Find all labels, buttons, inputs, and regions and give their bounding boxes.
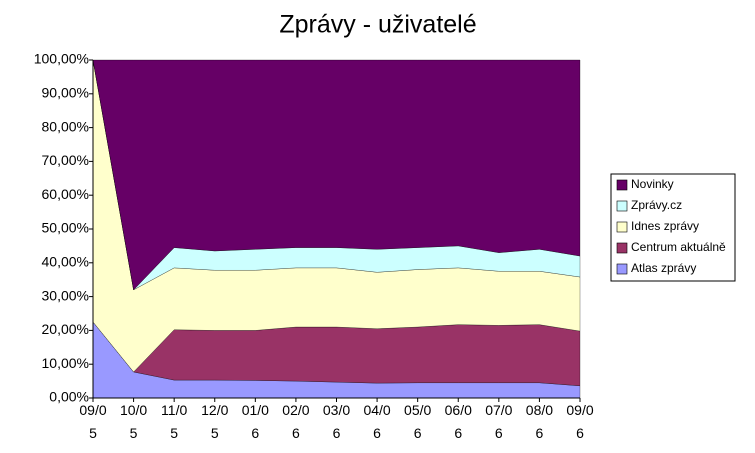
x-tick-label: 09/0 6: [566, 402, 593, 441]
legend-swatch: [616, 242, 628, 254]
legend-label: Zprávy.cz: [631, 198, 682, 212]
legend-swatch: [616, 200, 628, 212]
x-tick-label-line: 6: [576, 425, 584, 441]
area: [92, 59, 581, 291]
x-tick-label: 12/0 5: [201, 402, 228, 441]
x-tick-label-line: 5: [170, 425, 178, 441]
y-tick-label: 80,00%: [42, 118, 89, 134]
legend-label: Centrum aktuálně: [631, 240, 726, 254]
x-tick-label-line: 6: [333, 425, 341, 441]
legend-swatch: [616, 263, 628, 275]
x-tick-label-line: 10/0: [120, 402, 147, 418]
y-tick-label: 10,00%: [42, 355, 89, 371]
x-tick-label: 02/0 6: [282, 402, 309, 441]
x-tick-label: 03/0 6: [323, 402, 350, 441]
y-tick-label: 60,00%: [42, 186, 89, 202]
x-tick-label-line: 09/0: [79, 402, 106, 418]
x-tick-label-line: 05/0: [404, 402, 431, 418]
y-tick-label: 0,00%: [49, 389, 89, 405]
y-tick-label: 30,00%: [42, 287, 89, 303]
x-tick-label-line: 6: [373, 425, 381, 441]
x-tick-label-line: 08/0: [526, 402, 553, 418]
x-tick-label-line: 06/0: [445, 402, 472, 418]
legend-swatch: [616, 221, 628, 233]
y-tick-label: 40,00%: [42, 254, 89, 270]
x-tick-label-line: 6: [536, 425, 544, 441]
x-tick-label-line: 6: [292, 425, 300, 441]
x-tick-label-line: 09/0: [566, 402, 593, 418]
y-tick-label: 20,00%: [42, 321, 89, 337]
x-tick-label: 07/0 6: [485, 402, 512, 441]
x-tick-label-line: 5: [89, 425, 97, 441]
x-tick-label-line: 04/0: [363, 402, 390, 418]
x-tick-label-line: 6: [454, 425, 462, 441]
x-tick-label: 05/0 6: [404, 402, 431, 441]
x-tick-label-line: 5: [130, 425, 138, 441]
legend-label: Novinky: [631, 177, 674, 191]
x-tick-label-line: 03/0: [323, 402, 350, 418]
x-tick-label-line: 12/0: [201, 402, 228, 418]
x-tick-label-line: 6: [414, 425, 422, 441]
y-tick-label: 70,00%: [42, 152, 89, 168]
x-tick-label: 04/0 6: [363, 402, 390, 441]
x-tick-label-line: 6: [495, 425, 503, 441]
legend-box: [610, 173, 736, 282]
y-tick-label: 100,00%: [34, 51, 89, 67]
x-tick-label: 08/0 6: [526, 402, 553, 441]
legend-label: Atlas zprávy: [631, 261, 696, 275]
x-tick-label-line: 5: [211, 425, 219, 441]
x-tick-label-line: 02/0: [282, 402, 309, 418]
y-tick-label: 50,00%: [42, 220, 89, 236]
x-tick-label: 06/0 6: [445, 402, 472, 441]
x-tick-label-line: 11/0: [161, 402, 187, 418]
y-tick-label: 90,00%: [42, 85, 89, 101]
x-tick-label-line: 6: [251, 425, 259, 441]
x-tick-label: 01/0 6: [242, 402, 269, 441]
legend-swatch: [616, 179, 628, 191]
x-tick-label: 09/0 5: [79, 402, 106, 441]
x-tick-label: 11/0 5: [161, 402, 187, 441]
x-tick-label: 10/0 5: [120, 402, 147, 441]
chart-title: Zprávy - uživatelé: [279, 11, 476, 39]
legend-label: Idnes zprávy: [631, 219, 699, 233]
x-tick-label-line: 07/0: [485, 402, 512, 418]
x-tick-label-line: 01/0: [242, 402, 269, 418]
